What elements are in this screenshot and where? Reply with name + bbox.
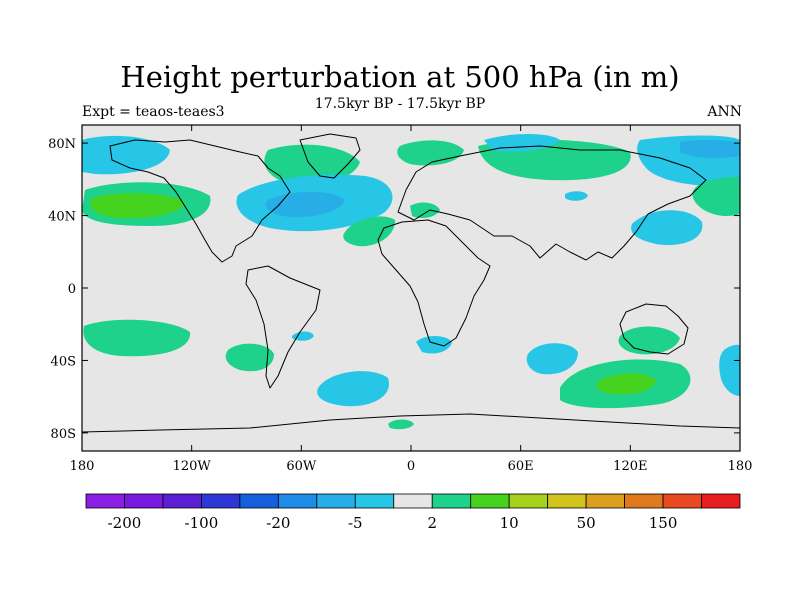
x-tick-label: 120E: [613, 459, 647, 474]
anomaly-pos2-s-indian: [596, 373, 656, 395]
colorbar-box: [124, 493, 164, 509]
anomaly-field: [82, 134, 740, 430]
coastline-eurasia: [397, 145, 707, 261]
y-tick-label: 40N: [48, 210, 76, 225]
coastline-australia: [619, 303, 689, 355]
anomaly-neg-s-africa: [416, 336, 452, 354]
colorbar-box: [431, 493, 472, 509]
anomaly-pos2-ne-pacific: [90, 193, 185, 219]
coastline-antarctica: [82, 413, 740, 433]
x-tick-label: 180: [728, 459, 753, 474]
colorbar-label: -100: [185, 514, 219, 532]
coastline-north-america: [109, 139, 291, 263]
colorbar-box: [85, 493, 125, 509]
colorbar-box: [354, 493, 395, 509]
colorbar-label: 2: [427, 514, 437, 532]
x-axis: 180 120W 60W 0 60E 120E 180: [70, 125, 753, 474]
map-title: Height perturbation at 500 hPa (in m): [120, 60, 680, 94]
coastline-south-america: [245, 265, 321, 389]
x-tick-label: 60W: [286, 459, 317, 474]
anomaly-pos-iberia: [343, 216, 396, 247]
colorbar-box: [393, 493, 433, 509]
anomaly-neg-s-atlantic: [317, 371, 389, 407]
anomaly-neg2-n-atlantic: [265, 191, 345, 218]
anomaly-neg-sw-pacific: [719, 344, 740, 396]
coastlines: [82, 133, 740, 433]
anomaly-neg-na-pacific: [82, 135, 170, 175]
colorbar-box: [277, 493, 318, 509]
y-tick-label: 40S: [51, 354, 76, 369]
colorbar-label: 50: [577, 514, 596, 532]
anomaly-neg-s-america: [292, 331, 314, 341]
experiment-label: Expt = teaos-teaes3: [82, 104, 225, 120]
anomaly-pos-se-pacific: [225, 343, 274, 372]
anomaly-pos-mediterranean: [410, 202, 440, 218]
colorbar: -200 -100 -20 -5 2 10 50 150: [85, 493, 741, 532]
y-axis: 80N 40N 0 40S 80S: [48, 137, 740, 442]
colorbar-label: -20: [266, 514, 290, 532]
anomaly-neg-arctic: [484, 134, 560, 152]
colorbar-box: [547, 493, 587, 509]
coastline-africa: [377, 219, 491, 347]
coastline-greenland: [299, 133, 361, 179]
y-tick-label: 80S: [51, 427, 76, 442]
colorbar-box: [624, 493, 664, 509]
colorbar-label: -5: [348, 514, 363, 532]
colorbar-label: -200: [108, 514, 142, 532]
season-label: ANN: [707, 104, 742, 120]
anomaly-neg2-nw-pacific: [680, 139, 740, 159]
colorbar-box: [701, 493, 741, 509]
colorbar-label: 150: [649, 514, 678, 532]
y-tick-label: 80N: [48, 137, 76, 152]
anomaly-pos-antarctic: [388, 419, 414, 430]
colorbar-box: [662, 493, 702, 509]
colorbar-box: [508, 493, 549, 509]
anomaly-pos-n-pacific: [692, 176, 740, 217]
colorbar-box: [585, 493, 625, 509]
map-subtitle: 17.5kyr BP - 17.5kyr BP: [314, 96, 486, 112]
x-tick-label: 120W: [173, 459, 212, 474]
colorbar-box: [239, 493, 279, 509]
x-tick-label: 0: [407, 459, 415, 474]
anomaly-neg-s-indian: [526, 343, 578, 375]
colorbar-box: [201, 493, 241, 509]
colorbar-label: 10: [500, 514, 519, 532]
x-tick-label: 180: [70, 459, 95, 474]
colorbar-box: [470, 493, 510, 509]
anomaly-neg-central-asia: [565, 191, 588, 201]
x-tick-label: 60E: [508, 459, 534, 474]
colorbar-box: [162, 493, 202, 509]
colorbar-box: [316, 493, 356, 509]
y-tick-label: 0: [68, 282, 76, 297]
anomaly-neg-japan: [631, 210, 703, 246]
anomaly-pos-s-pacific: [83, 319, 191, 357]
